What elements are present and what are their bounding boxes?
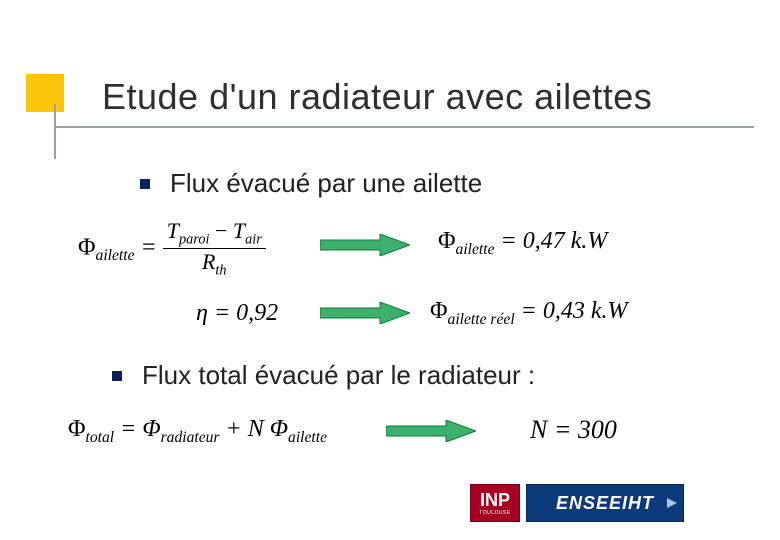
bullet-2: Flux total évacué par le radiateur : [112, 360, 535, 391]
eq-phi-ailette-value: Φailette = 0,47 k.W [438, 228, 607, 259]
logo-inp-text: INP [480, 491, 510, 509]
arrow-icon [320, 234, 410, 254]
eq-phi-total: Φtotal = Φradiateur + N Φailette [68, 416, 327, 447]
bullet-1-text: Flux évacué par une ailette [170, 168, 482, 199]
eq-eta: η = 0,92 [196, 300, 278, 327]
logo-enseeiht: ENSEEIHT [526, 484, 684, 522]
title-rule-horizontal [54, 126, 754, 128]
logo-row: INP TOULOUSE ENSEEIHT [470, 484, 684, 522]
logo-inp-subtext: TOULOUSE [479, 511, 510, 516]
title-rule-vertical [54, 104, 56, 159]
eq-phi-ailette-fraction: Φailette = Tparoi − Tair Rth [78, 218, 266, 280]
arrow-icon [320, 302, 410, 322]
bullet-2-text: Flux total évacué par le radiateur : [142, 360, 535, 391]
arrow-icon [386, 420, 476, 440]
bullet-square-icon [112, 371, 122, 381]
bullet-1: Flux évacué par une ailette [140, 168, 482, 199]
logo-inp: INP TOULOUSE [470, 484, 520, 522]
slide-title: Etude d'un radiateur avec ailettes [102, 76, 652, 118]
bullet-square-icon [140, 179, 150, 189]
title-decoration [26, 74, 84, 156]
eq-n-value: N = 300 [530, 415, 617, 445]
eq-phi-reel: Φailette réel = 0,43 k.W [430, 298, 628, 329]
logo-enseeiht-text: ENSEEIHT [556, 493, 654, 514]
title-accent-box [26, 74, 64, 112]
